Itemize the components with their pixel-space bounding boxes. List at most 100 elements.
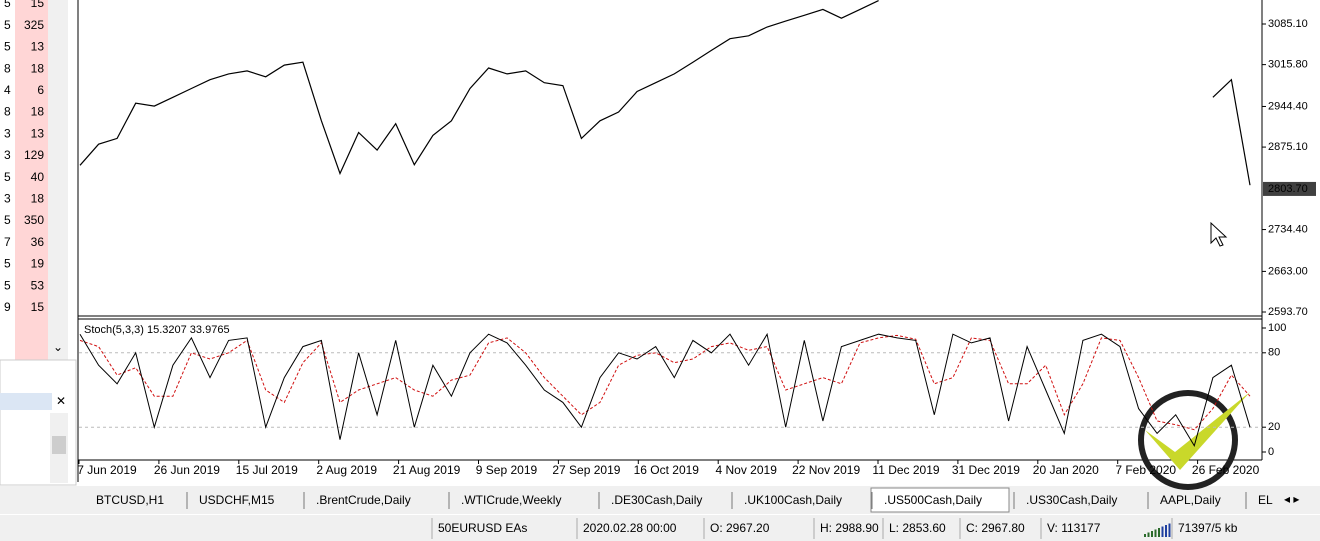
y-tick-label: 3085.10 — [1268, 18, 1308, 30]
row-prefix: 5 — [4, 213, 11, 227]
row-prefix: 5 — [4, 278, 11, 292]
price-line — [79, 0, 1251, 186]
last-price-marker — [1263, 181, 1316, 196]
traffic-bar — [1154, 529, 1157, 537]
row-value: 15 — [31, 300, 45, 314]
row-prefix: 5 — [4, 0, 11, 10]
row-prefix: 4 — [4, 83, 11, 97]
y-tick-label: 2875.10 — [1268, 141, 1308, 153]
status-field: 2020.02.28 00:00 — [583, 521, 677, 535]
x-tick-label: 7 Jun 2019 — [77, 463, 137, 477]
stoch-signal — [79, 334, 1251, 431]
row-prefix: 8 — [4, 105, 11, 119]
traffic-bar — [1144, 534, 1146, 537]
row-value: 18 — [31, 61, 45, 75]
row-prefix: 5 — [4, 18, 11, 32]
row-value: 15 — [31, 0, 45, 10]
x-tick-label: 21 Aug 2019 — [393, 463, 461, 477]
tab[interactable]: .DE30Cash,Daily — [611, 493, 702, 507]
y-tick-label: 2663.00 — [1268, 265, 1308, 277]
row-value: 13 — [31, 126, 45, 140]
row-prefix: 3 — [4, 126, 11, 140]
y-tick-label: 0 — [1268, 446, 1274, 458]
row-prefix: 5 — [4, 40, 11, 54]
status-field: V: 113177 — [1047, 521, 1101, 535]
row-value: 13 — [31, 40, 45, 54]
status-field: H: 2988.90 — [820, 521, 879, 535]
stoch-main — [79, 332, 1251, 448]
x-tick-label: 20 Jan 2020 — [1033, 463, 1099, 477]
y-tick-label: 3015.80 — [1268, 59, 1308, 71]
y-tick-label: 80 — [1268, 347, 1280, 359]
y-tick-label: 2734.40 — [1268, 223, 1308, 235]
y-tick-label: 2593.70 — [1268, 306, 1308, 318]
x-tick-label: 22 Nov 2019 — [792, 463, 860, 477]
scroll-thumb[interactable] — [52, 436, 66, 454]
x-tick-label: 9 Sep 2019 — [476, 463, 538, 477]
logo-check — [1145, 392, 1250, 470]
x-tick-label: 27 Sep 2019 — [552, 463, 620, 477]
traffic-bar — [1147, 532, 1150, 537]
close-button[interactable]: ✕ — [56, 394, 66, 408]
scrollbar[interactable] — [48, 0, 68, 360]
row-value: 129 — [24, 148, 44, 162]
row-value: 53 — [31, 278, 45, 292]
selected-row — [0, 393, 52, 410]
tab[interactable]: EL — [1258, 493, 1273, 507]
status-field: O: 2967.20 — [710, 521, 770, 535]
row-value: 18 — [31, 191, 45, 205]
tab[interactable]: AAPL,Daily — [1160, 493, 1221, 507]
last-price-label: 2803.70 — [1268, 183, 1308, 195]
row-prefix: 9 — [4, 300, 11, 314]
logo-circle — [1138, 390, 1238, 490]
indicator-label: Stoch(5,3,3) 15.3207 33.9765 — [84, 324, 230, 336]
y-tick-label: 20 — [1268, 421, 1280, 433]
row-value: 36 — [31, 235, 45, 249]
row-value: 325 — [24, 18, 44, 32]
traffic-bar — [1165, 525, 1167, 537]
status-field: C: 2967.80 — [966, 521, 1025, 535]
x-tick-label: 2 Aug 2019 — [316, 463, 377, 477]
row-prefix: 7 — [4, 235, 11, 249]
row-prefix: 5 — [4, 257, 11, 271]
traffic-bar — [1168, 523, 1171, 537]
tab[interactable]: USDCHF,M15 — [199, 493, 275, 507]
row-prefix: 3 — [4, 191, 11, 205]
row-prefix: 3 — [4, 148, 11, 162]
traffic-bar — [1151, 531, 1153, 537]
tab[interactable]: .US30Cash,Daily — [1026, 493, 1117, 507]
row-value: 19 — [31, 257, 45, 271]
x-tick-label: 4 Nov 2019 — [716, 463, 778, 477]
tab[interactable]: .BrentCrude,Daily — [316, 493, 411, 507]
tab[interactable]: .UK100Cash,Daily — [744, 493, 842, 507]
tab[interactable]: .US500Cash,Daily — [884, 493, 982, 507]
status-bar — [0, 515, 1320, 541]
scroll-down[interactable]: ⌄ — [53, 340, 63, 354]
x-tick-label: 26 Feb 2020 — [1192, 463, 1260, 477]
tab[interactable]: BTCUSD,H1 — [96, 493, 164, 507]
status-field: 71397/5 kb — [1178, 521, 1238, 535]
tab[interactable]: .WTICrude,Weekly — [461, 493, 561, 507]
y-tick-label: 100 — [1268, 322, 1286, 334]
row-value: 350 — [24, 213, 44, 227]
row-prefix: 8 — [4, 61, 11, 75]
status-field: L: 2853.60 — [889, 521, 946, 535]
x-tick-label: 7 Feb 2020 — [1115, 463, 1176, 477]
x-tick-label: 15 Jul 2019 — [236, 463, 298, 477]
row-value: 40 — [31, 170, 45, 184]
value-column — [15, 0, 48, 360]
x-tick-label: 26 Jun 2019 — [154, 463, 220, 477]
row-value: 18 — [31, 105, 45, 119]
row-value: 6 — [37, 83, 44, 97]
row-prefix: 5 — [4, 170, 11, 184]
traffic-bar — [1158, 528, 1160, 537]
mouse-cursor — [1210, 221, 1228, 247]
active-tab — [870, 487, 1010, 513]
status-field: 50EURUSD EAs — [438, 521, 527, 535]
x-tick-label: 16 Oct 2019 — [634, 463, 700, 477]
tab-bar — [0, 486, 1320, 514]
tab-scroll[interactable]: ◂ ▸ — [1284, 492, 1299, 506]
y-tick-label: 2944.40 — [1268, 100, 1308, 112]
x-tick-label: 31 Dec 2019 — [952, 463, 1020, 477]
